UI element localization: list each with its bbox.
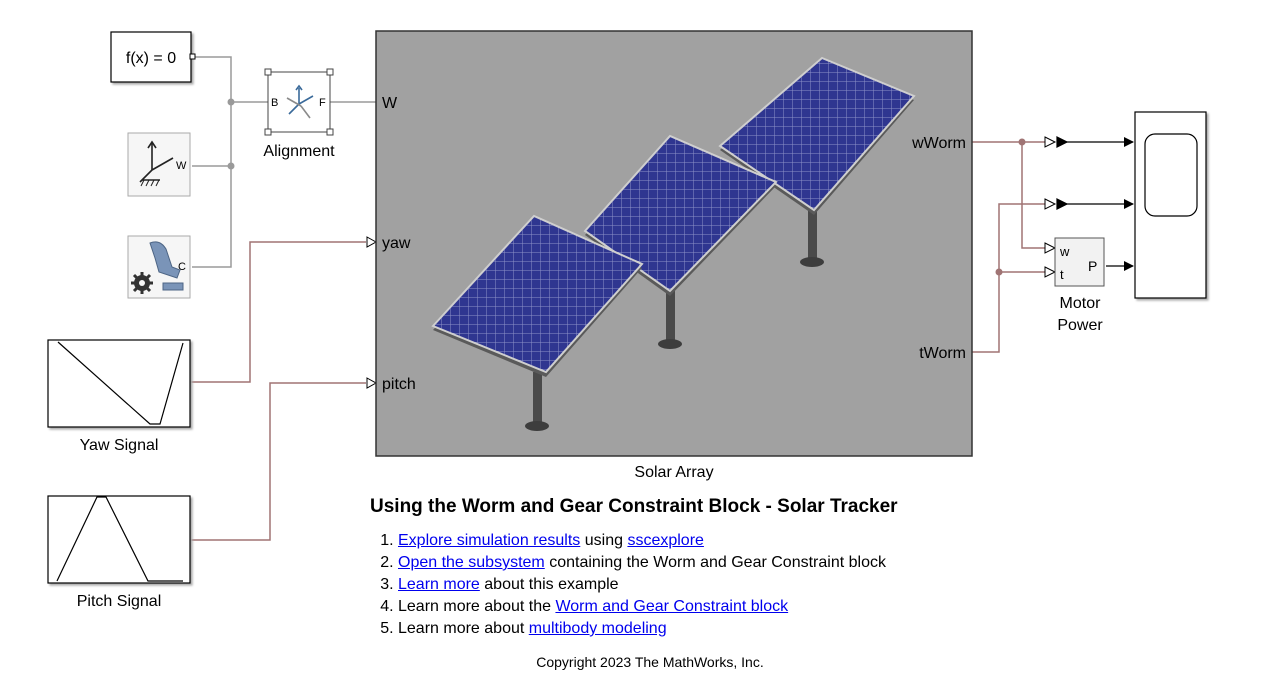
- port-arrows: [366, 136, 1057, 389]
- multibody-modeling-link[interactable]: multibody modeling: [528, 620, 667, 637]
- motor-port-p: P: [1088, 258, 1097, 274]
- sscexplore-link[interactable]: sscexplore: [627, 532, 704, 549]
- yaw-signal-label: Yaw Signal: [80, 437, 159, 454]
- solar-array-subsystem[interactable]: W yaw pitch wWorm tWorm Solar Array: [375, 30, 973, 481]
- solar-port-w: W: [382, 95, 398, 112]
- gear-robot-icon: [131, 241, 184, 294]
- explore-results-link[interactable]: Explore simulation results: [398, 532, 581, 549]
- open-subsystem-link[interactable]: Open the subsystem: [398, 554, 545, 571]
- motor-power-label-1: Motor: [1060, 295, 1102, 312]
- solar-port-pitch: pitch: [382, 376, 416, 393]
- notes-list: Explore simulation results using sscexpl…: [370, 530, 1090, 640]
- mechanism-configuration-block[interactable]: C: [127, 235, 191, 299]
- scope-icon: [1144, 133, 1198, 217]
- list-item: Learn more about multibody modeling: [398, 618, 1090, 640]
- example-notes: Using the Worm and Gear Constraint Block…: [370, 496, 1090, 640]
- signal-connections: [190, 138, 1045, 541]
- physical-connections: [192, 56, 376, 268]
- world-port-label: W: [176, 160, 187, 172]
- worm-gear-block-link[interactable]: Worm and Gear Constraint block: [555, 598, 789, 615]
- solver-label: f(x) = 0: [126, 50, 176, 67]
- mech-config-port-label: C: [178, 261, 186, 273]
- world-frame-block[interactable]: W: [127, 132, 191, 197]
- list-item: Learn more about this example: [398, 574, 1090, 596]
- motor-power-label-2: Power: [1057, 317, 1103, 334]
- solver-configuration-block[interactable]: f(x) = 0: [110, 31, 196, 83]
- pitch-waveform: [56, 496, 183, 582]
- solar-panel-left: [431, 214, 644, 377]
- list-item: Open the subsystem containing the Worm a…: [398, 552, 1090, 574]
- copyright-text: Copyright 2023 The MathWorks, Inc.: [536, 654, 764, 670]
- alignment-port-b: B: [271, 97, 278, 109]
- transform-axes-icon: [286, 84, 314, 119]
- list-item: Learn more about the Worm and Gear Const…: [398, 596, 1090, 618]
- notes-title: Using the Worm and Gear Constraint Block…: [370, 496, 898, 517]
- scope-block[interactable]: [1134, 111, 1207, 299]
- tracker-posts: [525, 208, 824, 431]
- alignment-label: Alignment: [263, 143, 335, 160]
- learn-more-link[interactable]: Learn more: [398, 576, 480, 593]
- list-item: Explore simulation results using sscexpl…: [398, 530, 1090, 552]
- solar-panel-middle: [583, 134, 778, 296]
- solar-array-label: Solar Array: [634, 464, 713, 481]
- alignment-port-f: F: [319, 97, 326, 109]
- world-frame-icon: [139, 140, 174, 187]
- solar-port-wworm: wWorm: [911, 135, 966, 152]
- solar-port-yaw: yaw: [382, 235, 411, 252]
- pitch-signal-block[interactable]: Pitch Signal: [47, 495, 191, 610]
- motor-port-t: t: [1060, 267, 1064, 282]
- yaw-waveform: [57, 341, 184, 425]
- motor-power-block[interactable]: w t P Motor Power: [1054, 237, 1105, 334]
- pitch-signal-label: Pitch Signal: [77, 593, 162, 610]
- solar-port-tworm: tWorm: [919, 345, 966, 362]
- yaw-signal-block[interactable]: Yaw Signal: [47, 339, 191, 454]
- motor-port-w: w: [1059, 244, 1070, 259]
- scope-signal-lines: [1056, 136, 1134, 271]
- alignment-block[interactable]: B F Alignment: [263, 68, 335, 160]
- solar-panel-right: [718, 56, 916, 215]
